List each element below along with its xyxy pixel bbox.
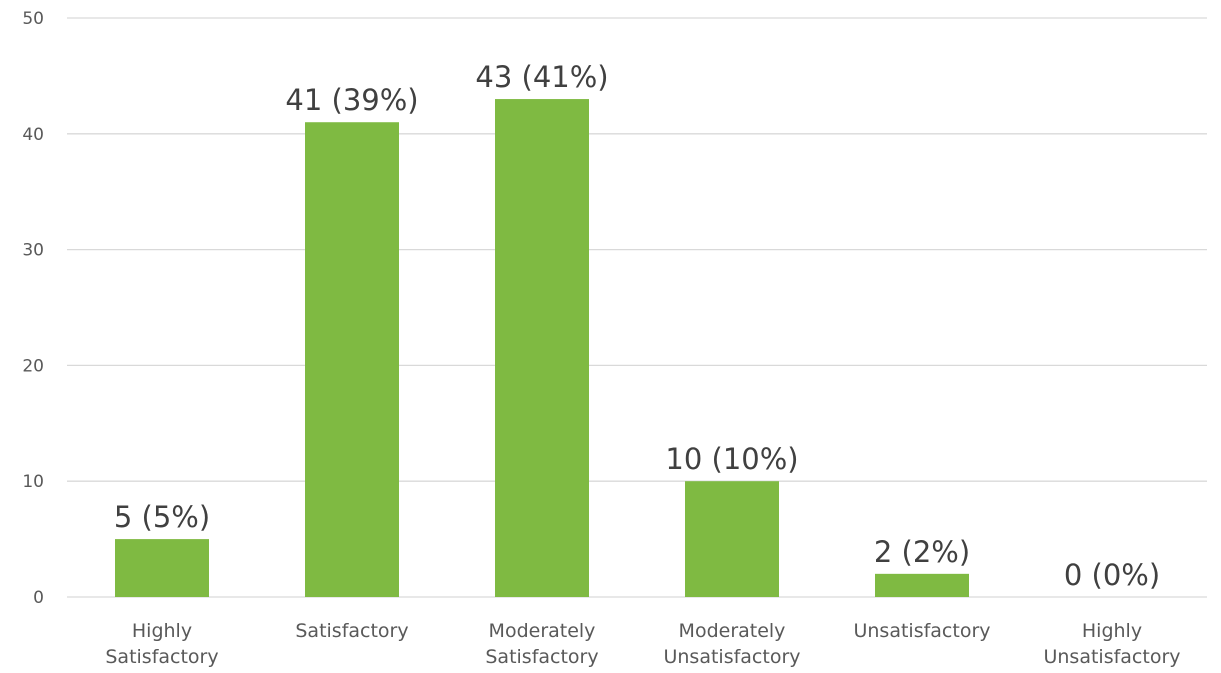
x-category-label: Moderately Unsatisfactory (663, 620, 800, 668)
bar (875, 573, 969, 597)
data-label: 10 (10%) (665, 442, 798, 476)
x-category-label: Highly Satisfactory (105, 620, 218, 668)
bar (305, 122, 399, 597)
bars (115, 99, 969, 597)
data-labels: 5 (5%) 41 (39%) 43 (41%) 10 (10%) 2 (2%) 0 (0… (114, 60, 1160, 592)
bar (685, 481, 779, 597)
x-category-label-line: Highly (132, 620, 192, 642)
y-tick-label: 20 (22, 356, 44, 376)
bar (115, 539, 209, 597)
x-category-label: Unsatisfactory (853, 620, 990, 642)
x-category-label-line: Unsatisfactory (853, 620, 990, 642)
y-tick-label: 30 (22, 241, 44, 261)
data-label: 2 (2%) (874, 535, 970, 569)
x-category-label: Highly Unsatisfactory (1043, 620, 1180, 668)
y-tick-label: 40 (22, 125, 44, 145)
x-category-label-line: Moderately (489, 620, 596, 642)
x-category-label: Moderately Satisfactory (485, 620, 598, 668)
y-tick-label: 10 (22, 472, 44, 492)
x-category-label: Satisfactory (295, 620, 408, 642)
x-category-label-line: Moderately (679, 620, 786, 642)
bar (495, 99, 589, 597)
data-label: 41 (39%) (285, 83, 418, 117)
x-category-label-line: Unsatisfactory (1043, 646, 1180, 668)
x-category-label-line: Unsatisfactory (663, 646, 800, 668)
x-category-label-line: Satisfactory (295, 620, 408, 642)
gridlines (67, 17, 1207, 598)
x-category-label-line: Satisfactory (105, 646, 218, 668)
data-label: 0 (0%) (1064, 558, 1160, 592)
x-category-label-line: Satisfactory (485, 646, 598, 668)
y-tick-label: 50 (22, 9, 44, 29)
x-category-label-line: Highly (1082, 620, 1142, 642)
data-label: 5 (5%) (114, 500, 210, 534)
data-label: 43 (41%) (475, 60, 608, 94)
y-tick-label: 0 (33, 588, 44, 608)
y-axis-ticks: 0 10 20 30 40 50 (22, 9, 44, 608)
